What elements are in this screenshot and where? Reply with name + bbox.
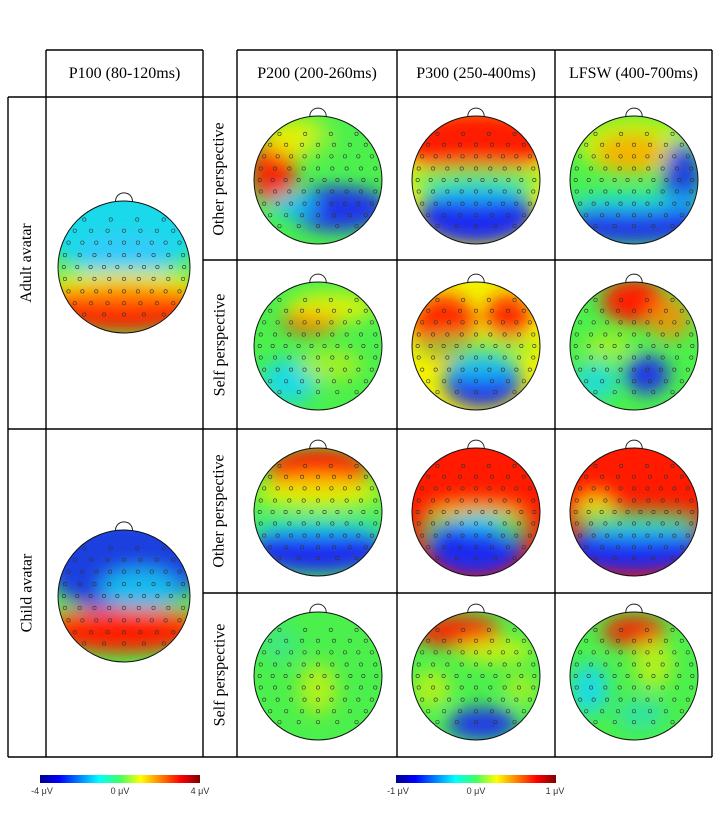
colorbar-left-max-label: 4 μV	[190, 786, 210, 796]
header-p200: P200 (200-260ms)	[257, 65, 377, 82]
colorbar-right	[396, 775, 556, 783]
header-p100: P100 (80-120ms)	[68, 65, 181, 82]
header-p300: P300 (250-400ms)	[416, 65, 536, 82]
header-lfsw: LFSW (400-700ms)	[568, 65, 699, 82]
topomap-adult-self-lfsw	[569, 273, 699, 411]
topomap-child-other-p200	[253, 439, 383, 577]
topomap-child-p100	[57, 521, 191, 663]
topomap-child-self-p200	[253, 603, 383, 741]
topomap-child-self-lfsw	[569, 603, 699, 741]
topomap-adult-self-p300	[411, 273, 541, 411]
colorbar-left	[40, 775, 200, 783]
topomap-child-self-p300	[411, 603, 541, 741]
colorbar-right-max-label: 1 μV	[545, 786, 565, 796]
colorbar-right-min-label: -1 μV	[387, 786, 409, 796]
topomap-adult-self-p200	[253, 273, 383, 411]
topomap-adult-other-p200	[253, 107, 383, 245]
topomap-child-other-lfsw	[569, 439, 699, 577]
colorbar-right-mid-label: 0 μV	[466, 786, 486, 796]
topomap-child-other-p300	[411, 439, 541, 577]
colorbar-left-min-label: -4 μV	[31, 786, 53, 796]
colorbar-left-mid-label: 0 μV	[110, 786, 130, 796]
